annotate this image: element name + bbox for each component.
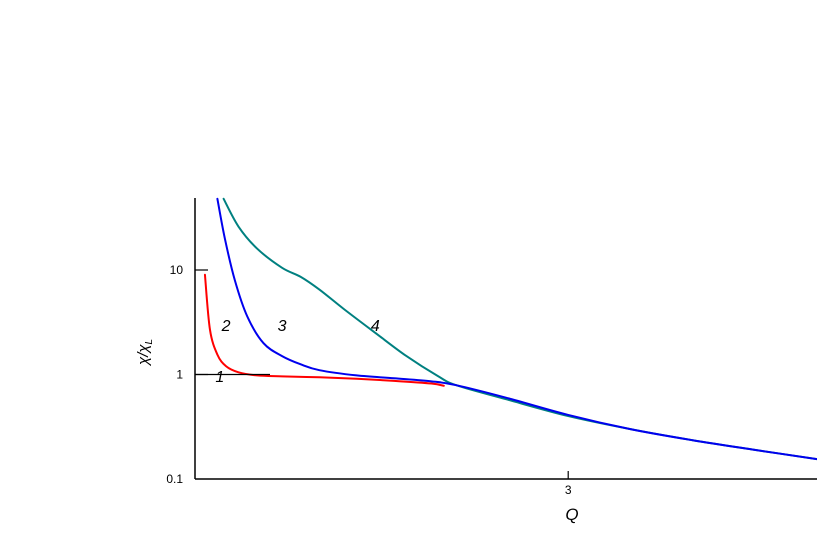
y-axis-title-main: χ/χL	[135, 339, 155, 367]
curve-label-1: 1	[215, 369, 224, 386]
curve-label-4: 4	[371, 318, 380, 335]
y-axis-title: χ/χL	[135, 339, 155, 367]
x-tick-label: 3	[565, 483, 572, 497]
series-line-2	[216, 197, 817, 461]
series-line-4	[222, 197, 817, 461]
axis-ticks: 0.1 1 10 3	[166, 263, 572, 497]
y-axis-title-main-text: χ/χ	[135, 344, 152, 367]
y-axis-title-subscript: L	[144, 339, 155, 345]
y-tick-label: 0.1	[166, 472, 183, 486]
curve-labels: 1 2 3 4	[215, 318, 380, 386]
series-layer	[195, 197, 817, 461]
y-tick-label: 10	[170, 263, 184, 277]
axis-titles: Q χ/χL	[135, 339, 579, 524]
x-axis-title: Q	[565, 505, 578, 524]
series-line-1	[203, 273, 445, 387]
y-tick-label: 1	[176, 368, 183, 382]
chart-axes	[194, 198, 817, 480]
curve-label-3: 3	[278, 318, 287, 335]
curve-label-2: 2	[221, 318, 231, 335]
